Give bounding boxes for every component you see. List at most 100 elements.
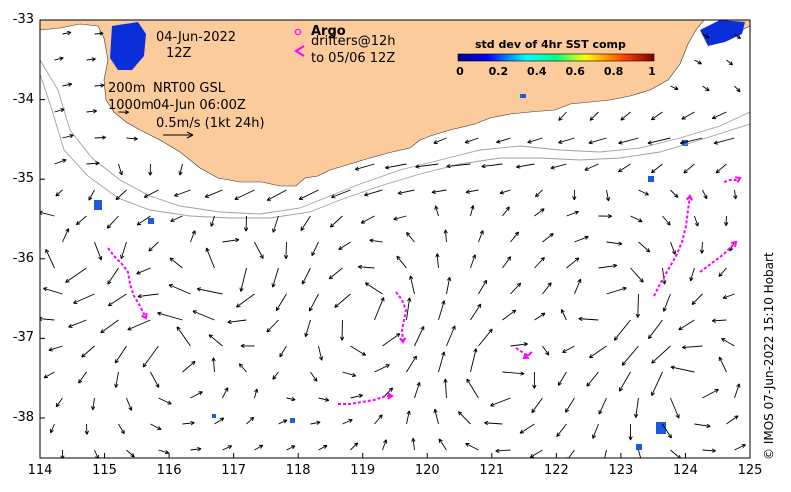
- drifter-arrow-icon: [294, 45, 305, 57]
- current-arrow: [502, 309, 517, 321]
- current-arrow: [238, 363, 247, 373]
- current-arrow: [638, 449, 642, 458]
- current-arrow: [542, 282, 552, 295]
- product-time: 04-Jun 06:00Z: [153, 98, 246, 113]
- current-arrow: [182, 360, 196, 373]
- current-arrow: [542, 233, 554, 243]
- drifter-track: [338, 395, 392, 405]
- current-arrow: [433, 408, 439, 425]
- current-arrow: [68, 319, 87, 328]
- current-arrow: [338, 241, 351, 251]
- current-arrow: [308, 293, 319, 312]
- current-arrow: [532, 371, 537, 389]
- current-arrow: [374, 414, 383, 425]
- current-arrow: [630, 267, 644, 283]
- current-arrow: [446, 276, 452, 295]
- current-arrow: [470, 303, 482, 321]
- current-arrow: [606, 286, 627, 295]
- current-arrow: [136, 215, 151, 226]
- current-arrow: [204, 189, 223, 198]
- current-arrow: [414, 325, 425, 347]
- drifter-track: [395, 291, 408, 343]
- current-arrow: [382, 333, 401, 347]
- current-arrow: [54, 56, 64, 61]
- current-arrow: [510, 231, 520, 243]
- current-arrow: [618, 137, 639, 145]
- current-arrow: [62, 30, 72, 36]
- current-arrow: [222, 445, 233, 451]
- current-arrow: [621, 345, 639, 366]
- current-arrow: [694, 59, 702, 65]
- current-arrow: [529, 449, 543, 458]
- current-arrow: [481, 163, 503, 169]
- current-arrow: [470, 254, 477, 269]
- drifter-arrowhead: [685, 194, 694, 201]
- current-arrow: [222, 387, 229, 399]
- current-arrow: [190, 391, 203, 399]
- current-arrow: [606, 241, 623, 246]
- colorbar-tick-label: 0.6: [565, 65, 585, 78]
- current-arrow: [114, 345, 127, 364]
- current-arrow: [331, 189, 351, 199]
- current-arrow: [211, 357, 216, 373]
- sst-patch: [110, 22, 146, 70]
- current-arrow: [726, 415, 739, 425]
- current-arrow: [713, 137, 735, 145]
- current-arrow: [613, 319, 631, 341]
- current-arrow: [490, 397, 511, 407]
- current-arrow: [342, 371, 357, 378]
- current-arrow: [446, 325, 456, 347]
- current-arrow: [406, 232, 415, 243]
- current-arrow: [318, 397, 330, 402]
- current-arrow: [176, 326, 191, 347]
- current-arrow: [406, 410, 411, 425]
- drifter-track: [699, 241, 737, 273]
- current-arrow: [91, 397, 96, 411]
- current-arrow: [464, 137, 479, 144]
- current-arrow: [236, 293, 255, 308]
- drifters-range-label: to 05/06 12Z: [311, 51, 396, 66]
- current-arrow: [107, 293, 127, 307]
- contour-label-200: 200m: [108, 81, 146, 96]
- current-arrow: [275, 293, 287, 312]
- current-arrow: [721, 338, 735, 347]
- current-arrow: [734, 444, 746, 451]
- current-arrow: [681, 345, 703, 350]
- time-label: 12Z: [166, 46, 192, 61]
- current-arrow: [734, 85, 741, 93]
- x-tick-label: 116: [156, 463, 182, 478]
- y-tick-label: -33: [12, 12, 34, 27]
- current-arrow: [414, 382, 421, 399]
- current-arrow: [499, 189, 511, 195]
- current-arrow: [534, 312, 546, 321]
- current-arrow: [634, 397, 639, 418]
- current-arrow: [357, 264, 375, 270]
- current-arrow: [510, 282, 522, 295]
- x-tick-label: 114: [27, 463, 53, 478]
- current-arrow: [55, 397, 63, 408]
- current-arrow: [478, 279, 488, 295]
- current-arrow: [565, 397, 575, 413]
- current-arrow: [589, 111, 599, 121]
- current-arrow: [170, 215, 183, 222]
- current-arrow: [272, 215, 279, 233]
- current-arrow: [158, 397, 172, 405]
- current-arrow: [304, 319, 311, 338]
- contour-label-1000: 1000m: [108, 98, 154, 113]
- current-arrow: [620, 111, 631, 121]
- x-tick-label: 124: [673, 463, 698, 478]
- current-arrow: [650, 163, 663, 174]
- current-arrow: [670, 397, 680, 419]
- current-arrow: [318, 345, 324, 361]
- current-arrow: [691, 293, 703, 306]
- colorbar-tick-label: 0.4: [527, 65, 547, 78]
- current-arrow: [78, 371, 87, 384]
- current-arrow: [243, 215, 249, 232]
- current-arrow: [107, 267, 119, 285]
- current-arrow: [699, 241, 705, 254]
- colorbar-tick-label: 0: [456, 65, 464, 78]
- current-arrow: [510, 342, 528, 347]
- current-arrow: [733, 189, 738, 200]
- current-arrow: [126, 449, 135, 458]
- current-arrow: [310, 371, 318, 382]
